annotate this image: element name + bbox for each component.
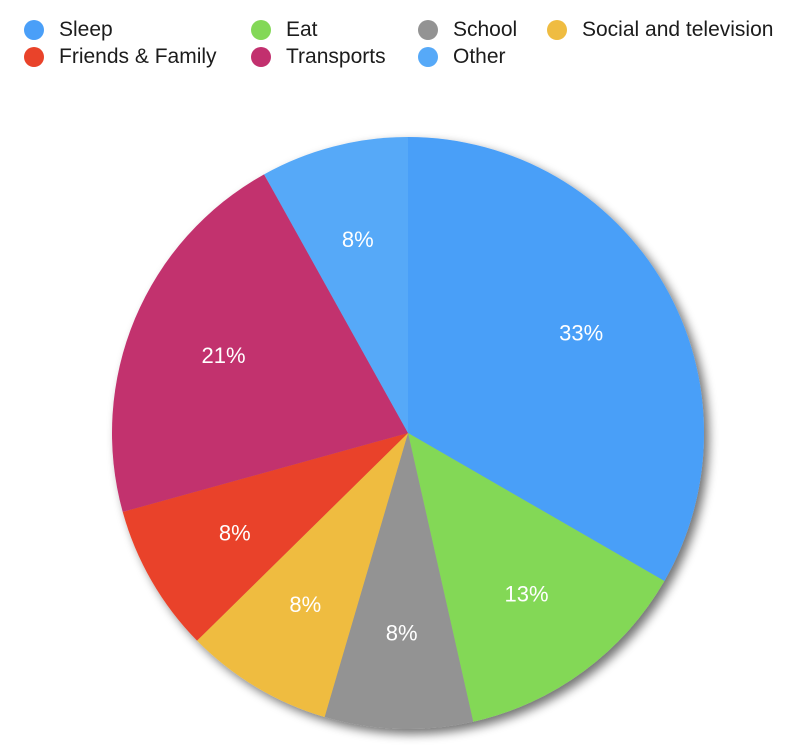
legend-label-sleep: Sleep: [59, 18, 113, 41]
legend-swatch-school: [418, 20, 438, 40]
legend-label-transports: Transports: [286, 45, 386, 68]
legend-item-social: Social and television: [547, 16, 773, 44]
legend-label-social: Social and television: [582, 18, 774, 41]
legend-swatch-social: [547, 20, 567, 40]
pie-label-other: 8%: [342, 227, 374, 252]
pie-slices: [111, 137, 704, 730]
pie-label-friends-and-family: 8%: [219, 521, 251, 546]
pie-label-sleep: 33%: [559, 321, 603, 346]
pie-slice-eat: [408, 433, 665, 722]
legend-swatch-sleep: [24, 20, 44, 40]
legend-swatch-eat: [251, 20, 271, 40]
legend-item-school: School: [418, 16, 517, 44]
pie-label-eat: 13%: [505, 582, 549, 607]
pie-label-social-and-television: 8%: [289, 592, 321, 617]
legend-item-eat: Eat: [251, 16, 318, 44]
legend-item-friends-family: Friends & Family: [24, 43, 217, 71]
legend-item-sleep: Sleep: [24, 16, 113, 44]
pie-slice-transports: [111, 174, 409, 512]
pie-slice-sleep: [408, 137, 704, 581]
pie-slice-labels: 33% 13% 8% 8% 8% 21% 8%: [202, 227, 604, 645]
legend-label-other: Other: [453, 45, 506, 68]
legend-item-transports: Transports: [251, 43, 386, 71]
legend-label-friends-family: Friends & Family: [59, 45, 217, 68]
pie-slice-friends-and-family: [122, 433, 408, 641]
pie-label-transports: 21%: [202, 343, 246, 368]
legend: Sleep Eat School Social and television F…: [0, 0, 812, 80]
legend-label-eat: Eat: [286, 18, 318, 41]
pie-slice-school: [324, 433, 474, 730]
pie-slice-social-and-television: [197, 433, 408, 718]
legend-swatch-transports: [251, 47, 271, 67]
legend-swatch-other: [418, 47, 438, 67]
pie-slice-other: [264, 137, 408, 433]
legend-swatch-friends-family: [24, 47, 44, 67]
legend-label-school: School: [453, 18, 518, 41]
pie-label-school: 8%: [386, 620, 418, 645]
legend-item-other: Other: [418, 43, 506, 71]
